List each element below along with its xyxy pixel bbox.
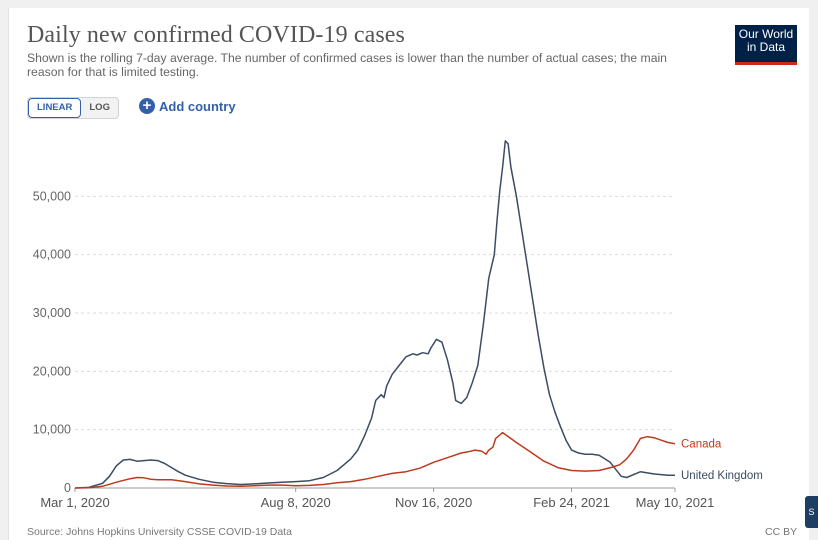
chart-title: Daily new confirmed COVID-19 cases [27, 22, 405, 48]
x-tick-label: Mar 1, 2020 [40, 495, 109, 510]
x-tick-label: Nov 16, 2020 [395, 495, 472, 510]
x-tick-label: Feb 24, 2021 [533, 495, 610, 510]
scale-toggle: LINEAR LOG [27, 97, 119, 119]
series-label-united-kingdom: United Kingdom [681, 470, 763, 482]
y-tick-label: 50,000 [33, 189, 71, 203]
y-tick-label: 10,000 [33, 423, 71, 437]
source-note[interactable]: Source: Johns Hopkins University CSSE CO… [27, 526, 292, 538]
side-tab[interactable]: S [805, 496, 818, 528]
plus-circle-icon: + [139, 98, 155, 114]
add-country-label: Add country [159, 98, 236, 114]
add-country-button[interactable]: + Add country [139, 98, 236, 114]
x-tick-label: May 10, 2021 [636, 495, 715, 510]
linear-scale-button[interactable]: LINEAR [28, 98, 82, 118]
line-chart: 0 10,000 20,000 30,000 40,000 50,000 Mar 1, 20… [33, 140, 763, 510]
chart-subtitle: Shown is the rolling 7-day average. The … [27, 51, 667, 79]
y-tick-label: 30,000 [33, 306, 71, 320]
logo-line1: Our World [738, 27, 794, 41]
y-tick-label: 20,000 [33, 364, 71, 378]
series-label-canada: Canada [681, 439, 722, 451]
log-scale-button[interactable]: LOG [81, 98, 118, 118]
y-tick-label: 40,000 [33, 248, 71, 262]
series-line-canada [74, 431, 676, 489]
series-line-united-kingdom [74, 140, 675, 489]
license-link[interactable]: CC BY [765, 526, 798, 538]
owid-logo[interactable]: Our World in Data [735, 25, 797, 65]
chart-card: Daily new confirmed COVID-19 cases Shown… [8, 8, 809, 540]
logo-line2: in Data [746, 39, 786, 54]
y-tick-label: 0 [64, 481, 71, 495]
x-tick-label: Aug 8, 2020 [261, 495, 331, 510]
